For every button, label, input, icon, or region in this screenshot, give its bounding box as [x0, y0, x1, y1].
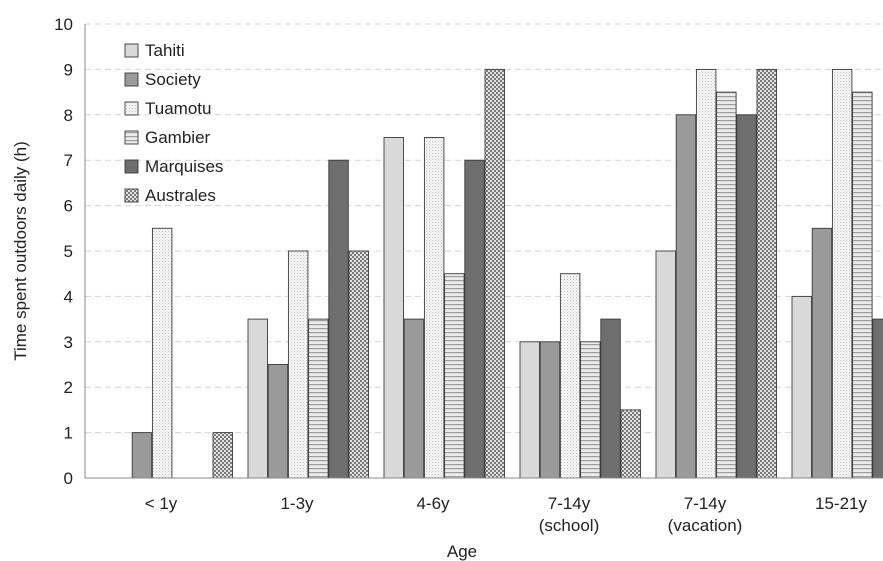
- legend-label: Gambier: [145, 128, 211, 147]
- bar: [852, 91, 873, 479]
- bar: [675, 114, 697, 479]
- bar: [756, 68, 777, 479]
- bar: [580, 341, 601, 479]
- bar: [716, 91, 737, 479]
- legend-label: Tahiti: [145, 41, 185, 60]
- x-axis-title: Age: [447, 542, 477, 561]
- legend: Tahiti Society Tuamotu Gambier Marquises Aust…: [124, 41, 223, 205]
- x-tick-label: 15-21y: [815, 494, 867, 513]
- legend-swatch: [124, 159, 139, 174]
- x-tick-label: 7-14y: [684, 494, 727, 513]
- legend-swatch: [124, 188, 139, 203]
- bar: [131, 432, 153, 479]
- y-axis-title: Time spent outdoors daily (h): [11, 141, 30, 361]
- bar: [348, 250, 369, 479]
- legend-label: Society: [145, 70, 201, 89]
- y-tick-label: 4: [64, 287, 73, 306]
- bar: [444, 273, 465, 479]
- axes: [84, 24, 883, 479]
- x-tick-labels: < 1y 1-3y 4-6y 7-14y (school) 7-14y (vacation)…: [145, 494, 868, 535]
- bar: [151, 227, 173, 479]
- y-tick-label: 7: [64, 151, 73, 170]
- bar: [695, 68, 717, 479]
- legend-swatch: [124, 130, 139, 145]
- bar: [559, 273, 581, 479]
- legend-swatch: [124, 72, 139, 87]
- bar: [247, 318, 268, 479]
- x-tick-label: 7-14y: [548, 494, 591, 513]
- bar: [831, 68, 853, 479]
- bar: [403, 318, 425, 479]
- bar: [328, 159, 349, 479]
- bar: [464, 159, 485, 479]
- bar: [519, 341, 540, 479]
- bar: [600, 318, 621, 479]
- x-tick-label: 4-6y: [416, 494, 450, 513]
- bar: [212, 432, 233, 479]
- bar: [308, 318, 329, 479]
- bar: [791, 295, 812, 479]
- bar: [655, 250, 676, 479]
- bar: [539, 341, 561, 479]
- bar: [423, 137, 445, 479]
- y-tick-label: 2: [64, 378, 73, 397]
- y-tick-label: 6: [64, 197, 73, 216]
- bar: [736, 114, 757, 479]
- legend-label: Tuamotu: [145, 99, 211, 118]
- x-tick-label: < 1y: [145, 494, 178, 513]
- bar: [383, 137, 404, 479]
- y-tick-label: 10: [54, 15, 73, 34]
- y-tick-label: 9: [64, 60, 73, 79]
- legend-label: Australes: [145, 186, 216, 205]
- bar: [267, 364, 289, 479]
- bars: [131, 68, 883, 479]
- x-tick-label: (school): [539, 516, 599, 535]
- legend-swatch: [124, 43, 139, 58]
- bar: [620, 409, 641, 479]
- y-tick-label: 8: [64, 106, 73, 125]
- y-tick-labels: 0 1 2 3 4 5 6 7 8 9 10: [54, 15, 73, 488]
- bar: [484, 68, 505, 479]
- legend-swatch: [124, 101, 139, 116]
- y-tick-label: 5: [64, 242, 73, 261]
- y-tick-label: 3: [64, 333, 73, 352]
- bar: [872, 318, 883, 479]
- y-tick-label: 0: [64, 469, 73, 488]
- x-tick-label: 1-3y: [280, 494, 314, 513]
- bar: [287, 250, 309, 479]
- legend-label: Marquises: [145, 157, 223, 176]
- y-tick-label: 1: [64, 424, 73, 443]
- x-tick-label: (vacation): [668, 516, 743, 535]
- bar: [811, 227, 833, 479]
